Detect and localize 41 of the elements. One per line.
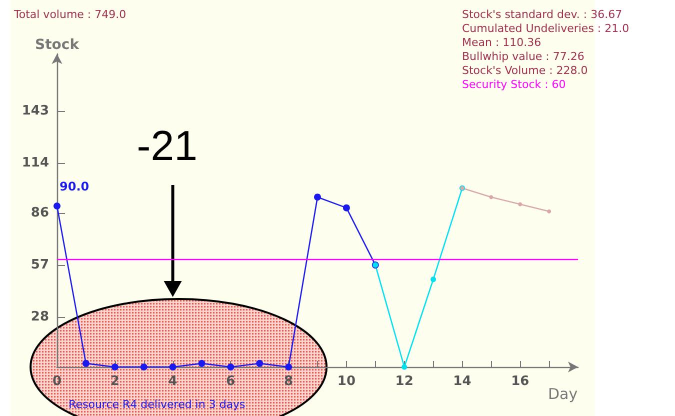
point xyxy=(54,202,60,210)
point xyxy=(82,360,90,367)
point xyxy=(314,194,321,201)
point xyxy=(169,364,176,370)
data-label: 90.0 xyxy=(60,180,90,194)
x-tick-label: 14 xyxy=(453,374,472,389)
annotation: Stock's Volume : 228.0 xyxy=(462,64,588,77)
y-tick-label: 57 xyxy=(30,258,49,273)
point xyxy=(140,364,148,370)
text: Mean : 110.36 xyxy=(462,36,542,49)
point xyxy=(430,276,436,282)
y-tick-label: 86 xyxy=(30,206,49,221)
y-tick-label: 143 xyxy=(22,104,49,119)
y-tick-label: 28 xyxy=(30,309,49,324)
text: Stock's standard dev. : 36.67 xyxy=(462,8,622,21)
point xyxy=(547,209,552,214)
y-tick-label: 114 xyxy=(22,156,49,171)
x-tick-label: 16 xyxy=(511,374,530,389)
point xyxy=(342,204,350,212)
point xyxy=(198,360,206,367)
text: Resource R4 delivered in 3 days xyxy=(68,398,246,411)
x-tick-label: 8 xyxy=(284,374,294,389)
point xyxy=(402,364,408,370)
point xyxy=(256,360,264,367)
x-tick-label: 4 xyxy=(168,374,178,389)
annotation: -21 xyxy=(136,122,198,170)
x-tick-label: 10 xyxy=(337,374,356,389)
y-axis-title: Stock xyxy=(34,37,80,53)
point xyxy=(285,364,292,370)
point xyxy=(111,364,118,370)
x-tick-label: 0 xyxy=(52,374,62,389)
text: Total volume : 749.0 xyxy=(14,8,126,21)
x-axis-title: Day xyxy=(548,385,578,403)
point xyxy=(518,202,522,206)
x-tick-label: 12 xyxy=(395,374,414,389)
text: Cumulated Undeliveries : 21.0 xyxy=(462,22,630,35)
ref-line-label: Security Stock : 60 xyxy=(462,78,566,91)
annotation: Bullwhip value : 77.26 xyxy=(462,50,584,63)
point xyxy=(489,195,494,200)
point xyxy=(227,364,234,370)
x-tick-label: 6 xyxy=(226,374,236,389)
